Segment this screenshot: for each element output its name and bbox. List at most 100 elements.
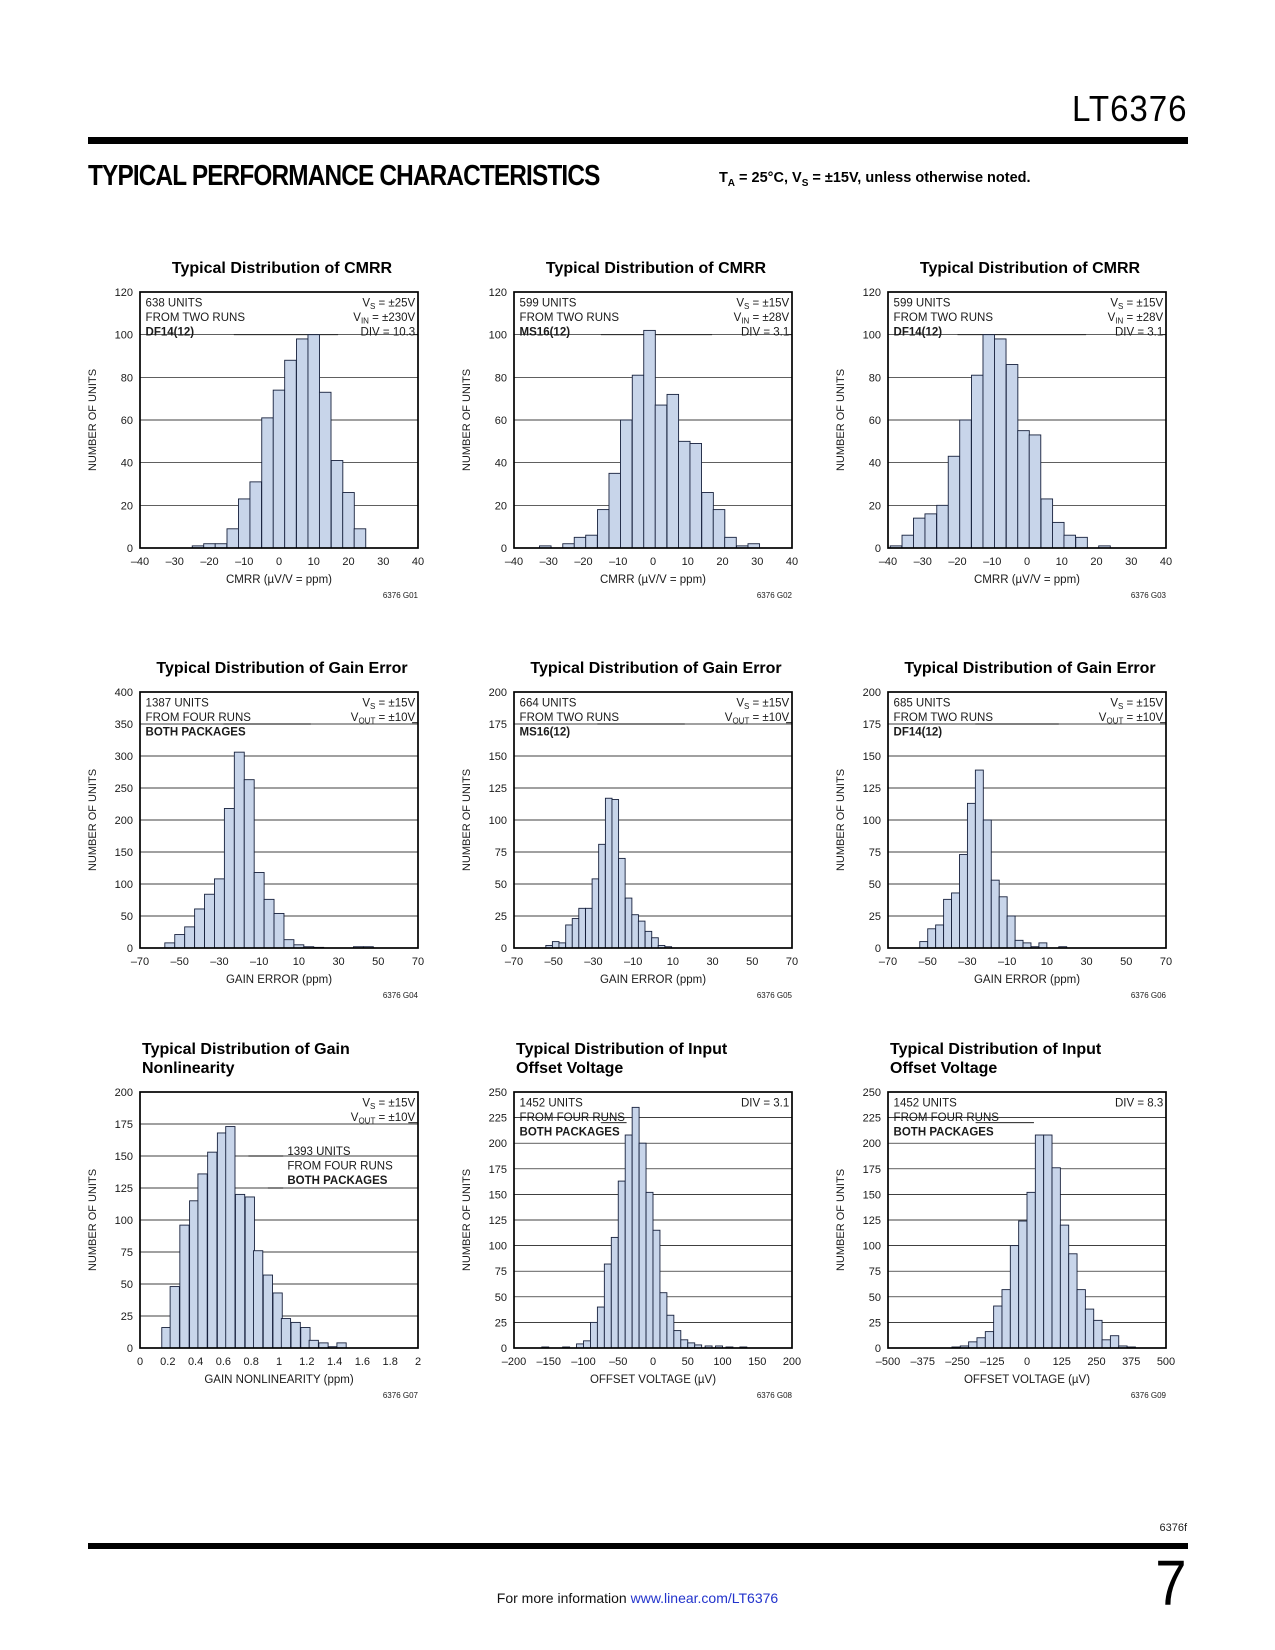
histogram-bar xyxy=(643,329,656,549)
histogram-bar xyxy=(652,1229,661,1349)
annotation-line: FROM TWO RUNS xyxy=(894,712,994,724)
plot-code-g07: 6376 G07 xyxy=(383,1391,419,1400)
svg-text:125: 125 xyxy=(863,783,881,795)
histogram-bar xyxy=(598,843,606,949)
histogram-bar xyxy=(724,536,737,549)
svg-text:–20: –20 xyxy=(948,556,966,568)
svg-text:50: 50 xyxy=(121,1279,133,1291)
svg-text:75: 75 xyxy=(495,847,507,859)
svg-text:–100: –100 xyxy=(571,1356,595,1368)
svg-text:225: 225 xyxy=(863,1113,881,1125)
histogram-bar xyxy=(637,920,646,949)
x-axis-label: GAIN ERROR (ppm) xyxy=(974,974,1080,986)
page-number: 7 xyxy=(1155,1547,1187,1619)
histogram-bar xyxy=(284,359,297,549)
svg-text:25: 25 xyxy=(869,1317,881,1329)
histogram-bar xyxy=(597,509,610,549)
bars-group xyxy=(545,797,673,949)
svg-text:10: 10 xyxy=(293,956,305,968)
histogram-bar xyxy=(1001,1289,1011,1349)
footer-info-prefix: For more information xyxy=(496,1590,631,1606)
histogram-bar xyxy=(596,1306,605,1349)
svg-text:1.2: 1.2 xyxy=(299,1356,314,1368)
footer-link[interactable]: www.linear.com/LT6376 xyxy=(630,1590,779,1606)
svg-text:50: 50 xyxy=(869,879,881,891)
annotation-line: 599 UNITS xyxy=(894,298,951,310)
y-axis-label: NUMBER OF UNITS xyxy=(461,1169,473,1271)
histogram-g04: 0 50 100 150 200 250 300 350 400 –70 –50 –30 –10 10 30… xyxy=(87,687,424,1000)
svg-text:40: 40 xyxy=(869,458,881,470)
histogram-bar xyxy=(307,334,320,549)
svg-text:30: 30 xyxy=(706,956,718,968)
histogram-bar xyxy=(631,374,645,549)
annotation-line: DIV = 10.3 xyxy=(361,327,416,339)
svg-text:120: 120 xyxy=(863,287,881,299)
svg-text:25: 25 xyxy=(121,1311,133,1323)
svg-text:250: 250 xyxy=(489,1087,507,1099)
histogram-bar xyxy=(935,924,945,949)
svg-text:150: 150 xyxy=(863,1189,881,1201)
histogram-bar xyxy=(712,509,726,549)
svg-text:70: 70 xyxy=(412,956,424,968)
svg-text:0.2: 0.2 xyxy=(160,1356,175,1368)
svg-text:20: 20 xyxy=(121,500,133,512)
annotation-line: VIN = ±28V xyxy=(734,312,790,326)
histogram-bar xyxy=(982,819,992,949)
histogram-bar xyxy=(936,504,949,549)
svg-text:200: 200 xyxy=(489,1138,507,1150)
svg-text:1: 1 xyxy=(276,1356,282,1368)
chart-title-g01: Typical Distribution of CMRR xyxy=(171,259,393,277)
footer-info: For more information www.linear.com/LT63… xyxy=(0,1590,1275,1606)
histogram-bar xyxy=(551,941,560,949)
svg-text:80: 80 xyxy=(869,372,881,384)
histogram-bar xyxy=(947,455,961,549)
annotation-line: 1387 UNITS xyxy=(146,698,210,710)
svg-text:75: 75 xyxy=(869,1266,881,1278)
y-axis-label: NUMBER OF UNITS xyxy=(87,369,99,471)
svg-text:100: 100 xyxy=(115,879,133,891)
histogram-bar xyxy=(1017,430,1030,549)
histogram-bar xyxy=(585,907,593,949)
histogram-bar xyxy=(234,1193,246,1349)
svg-text:375: 375 xyxy=(1122,1356,1140,1368)
svg-text:–375: –375 xyxy=(911,1356,935,1368)
svg-text:300: 300 xyxy=(115,751,133,763)
annotation-line: FROM FOUR RUNS xyxy=(894,1112,1000,1124)
svg-text:40: 40 xyxy=(1160,556,1172,568)
histogram-g01: 0 20 40 60 80 100 120 –40 –30 –20 –10 0 10 20 30 40 NUMB… xyxy=(87,287,424,600)
histogram-bar xyxy=(1101,1339,1111,1349)
annotation-line: 1452 UNITS xyxy=(894,1098,958,1110)
histogram-bar xyxy=(1076,1289,1086,1349)
annotation-line: FROM TWO RUNS xyxy=(520,312,620,324)
histogram-bar xyxy=(990,879,1000,949)
histogram-bar xyxy=(300,1327,311,1349)
svg-text:150: 150 xyxy=(748,1356,766,1368)
histogram-bar xyxy=(994,338,1007,549)
svg-text:–30: –30 xyxy=(584,956,602,968)
chart-title-g09: Typical Distribution of Input Offset Volt… xyxy=(890,1040,1102,1077)
histogram-bar xyxy=(1059,1224,1070,1349)
histogram-bar xyxy=(913,517,926,549)
section-header: TYPICAL PERFORMANCE CHARACTERISTICS TA =… xyxy=(88,160,1188,193)
svg-text:0.6: 0.6 xyxy=(216,1356,231,1368)
chart-g09: Typical Distribution of Input Offset Volt… xyxy=(832,1032,1192,1417)
footer-rule xyxy=(88,1543,1188,1549)
bars-group xyxy=(539,329,761,549)
histogram-bar xyxy=(701,492,714,549)
svg-text:125: 125 xyxy=(489,1215,507,1227)
annotation-line: VS = ±15V xyxy=(736,698,789,712)
histogram-bar xyxy=(1109,1335,1120,1349)
svg-text:75: 75 xyxy=(495,1266,507,1278)
histogram-bar xyxy=(608,472,622,549)
svg-text:60: 60 xyxy=(869,415,881,427)
svg-text:0: 0 xyxy=(875,943,881,955)
svg-text:10: 10 xyxy=(667,956,679,968)
bars-group xyxy=(919,769,1068,949)
histogram-bar xyxy=(214,878,225,949)
histogram-bar xyxy=(984,1331,995,1349)
svg-text:0.8: 0.8 xyxy=(244,1356,259,1368)
histogram-bar xyxy=(573,536,587,549)
chart-title-g03: Typical Distribution of CMRR xyxy=(919,259,1141,277)
svg-text:–30: –30 xyxy=(166,556,184,568)
